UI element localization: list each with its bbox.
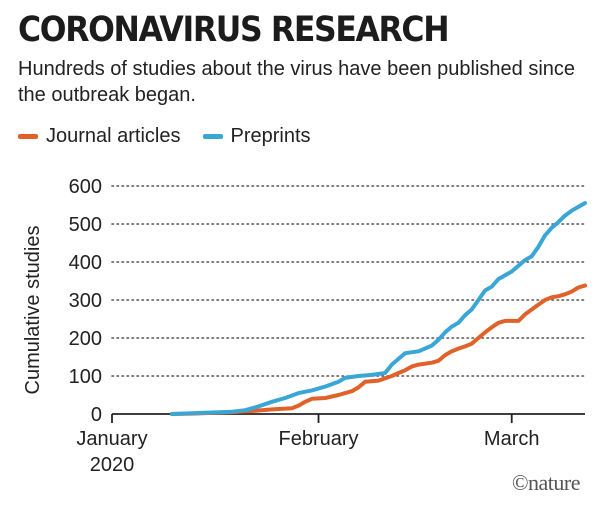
legend: Journal articles Preprints	[18, 125, 333, 148]
y-tick-label: 200	[69, 328, 102, 350]
y-tick-label: 500	[69, 214, 102, 236]
y-tick-label: 0	[91, 404, 102, 426]
y-tick-label: 100	[69, 366, 102, 388]
legend-swatch-journal	[18, 134, 38, 139]
series-line-preprints	[170, 201, 587, 416]
y-tick-label: 600	[69, 176, 102, 198]
legend-swatch-preprints	[202, 134, 223, 139]
series-line-journal-articles	[170, 283, 587, 416]
x-tick-label: March	[484, 428, 540, 450]
legend-label-preprints: Preprints	[230, 125, 311, 147]
x-tick-label-year: 2020	[90, 454, 135, 476]
y-tick-label: 400	[69, 252, 102, 274]
legend-label-journal: Journal articles	[46, 125, 181, 147]
y-tick-label: 300	[69, 290, 102, 312]
y-axis-label: Cumulative studies	[22, 226, 44, 395]
chart-title: CORONAVIRUS RESEARCH	[18, 10, 450, 50]
nature-brand-logo: ©nature	[511, 470, 581, 495]
legend-item-journal: Journal articles	[18, 125, 181, 148]
legend-item-preprints: Preprints	[202, 125, 311, 148]
x-tick-label: January	[76, 428, 147, 450]
chart-subtitle: Hundreds of studies about the virus have…	[18, 58, 576, 106]
x-tick-label: February	[279, 428, 359, 450]
